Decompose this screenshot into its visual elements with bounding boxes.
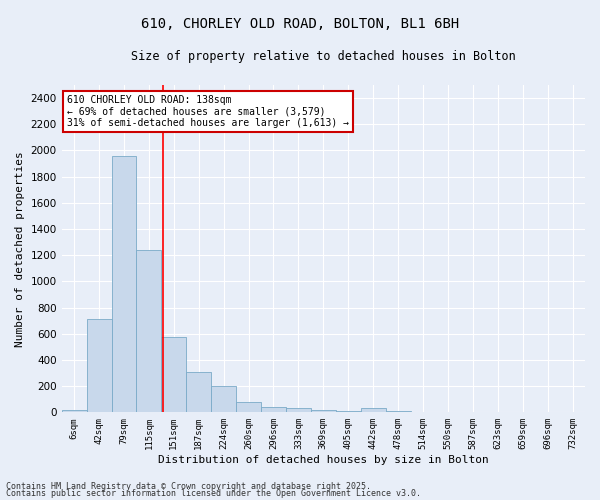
Bar	[62, 410, 86, 412]
Bar	[311, 410, 336, 412]
Bar	[186, 372, 211, 412]
Bar	[286, 408, 311, 412]
Bar	[86, 320, 112, 412]
Bar	[336, 411, 361, 412]
Text: Contains public sector information licensed under the Open Government Licence v3: Contains public sector information licen…	[6, 489, 421, 498]
Bar	[236, 402, 261, 412]
Bar	[211, 386, 236, 412]
Bar	[136, 250, 161, 412]
Text: 610 CHORLEY OLD ROAD: 138sqm
← 69% of detached houses are smaller (3,579)
31% of: 610 CHORLEY OLD ROAD: 138sqm ← 69% of de…	[67, 95, 349, 128]
Text: 610, CHORLEY OLD ROAD, BOLTON, BL1 6BH: 610, CHORLEY OLD ROAD, BOLTON, BL1 6BH	[141, 18, 459, 32]
Bar	[112, 156, 136, 412]
Bar	[261, 407, 286, 412]
Text: Contains HM Land Registry data © Crown copyright and database right 2025.: Contains HM Land Registry data © Crown c…	[6, 482, 371, 491]
Bar	[161, 337, 186, 412]
Bar	[386, 411, 410, 412]
Title: Size of property relative to detached houses in Bolton: Size of property relative to detached ho…	[131, 50, 516, 63]
X-axis label: Distribution of detached houses by size in Bolton: Distribution of detached houses by size …	[158, 455, 489, 465]
Bar	[361, 408, 386, 412]
Y-axis label: Number of detached properties: Number of detached properties	[15, 151, 25, 346]
